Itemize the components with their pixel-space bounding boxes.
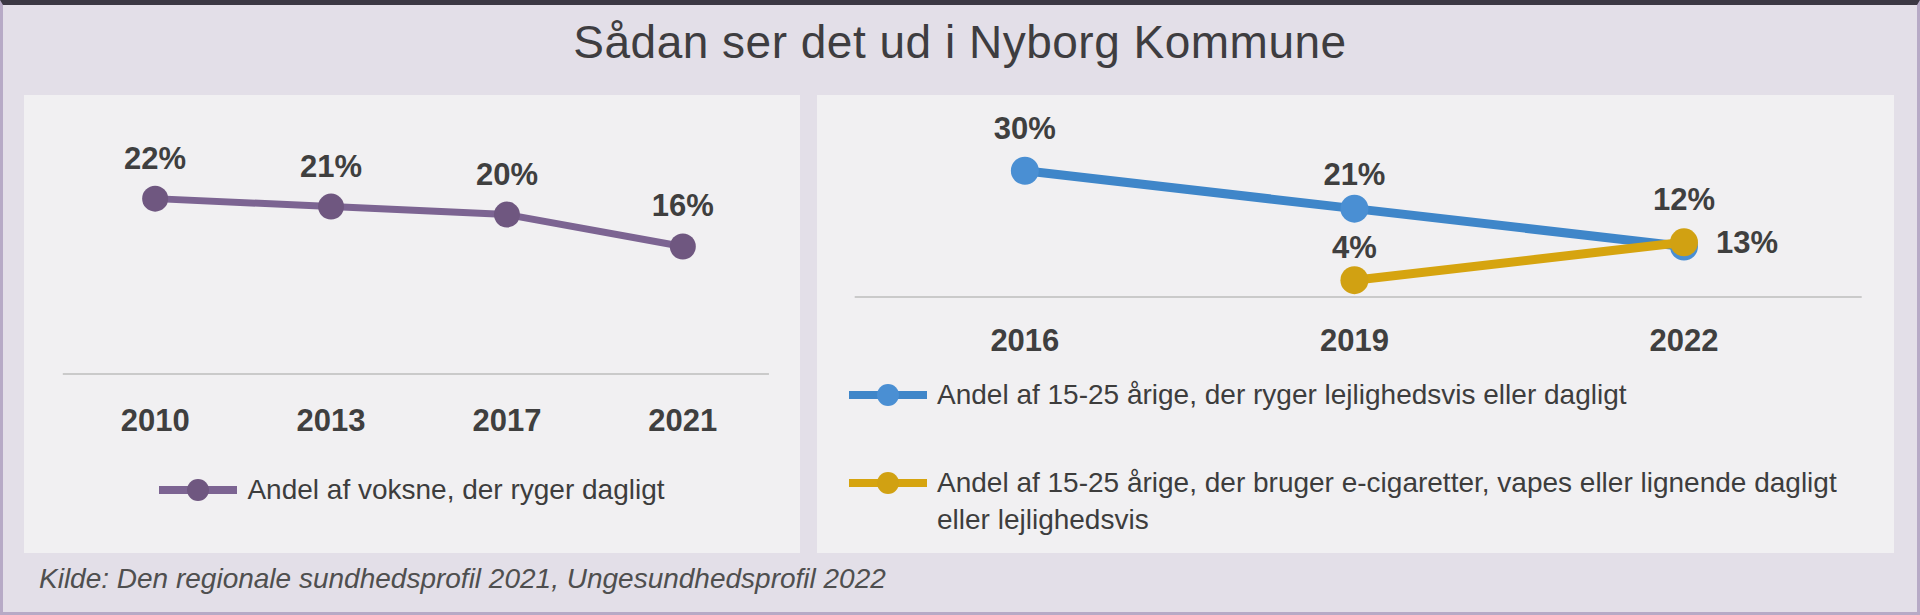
adults-smoking-chart-plot: 22% 21% 20% 16% 2010 2013 2017 2021 [24,95,800,445]
legend-label: Andel af voksne, der ryger dagligt [247,472,664,508]
data-label: 12% [1653,182,1715,217]
adults-chart-legend: Andel af voksne, der ryger dagligt [24,472,800,508]
legend-item: Andel af 15-25 årige, der ryger lejlighe… [849,377,1627,413]
data-label: 16% [652,188,714,223]
legend-line-marker-icon [159,479,237,501]
x-tick-label: 2013 [297,403,366,438]
youth-smoking-chart-plot: 30% 21% 12% 4% 13% 2016 2019 2022 [817,95,1894,365]
youth-chart-legend: Andel af 15-25 årige, der ryger lejlighe… [817,377,1894,538]
data-label: 22% [124,141,186,176]
youth-smoking-chart-panel: 30% 21% 12% 4% 13% 2016 2019 2022 Andel af 15-2… [817,95,1894,553]
data-point-marker [494,202,520,228]
legend-label: Andel af 15-25 årige, der bruger e-cigar… [937,465,1847,538]
data-point-marker [1340,266,1368,294]
data-point-marker [318,194,344,220]
legend-line-marker-icon [849,472,927,494]
data-label: 20% [476,157,538,192]
page-title: Sådan ser det ud i Nyborg Kommune [3,15,1917,69]
data-point-marker [1670,228,1698,256]
legend-item: Andel af 15-25 årige, der bruger e-cigar… [849,465,1847,538]
data-label: 21% [1323,157,1385,192]
data-point-marker [142,186,168,212]
data-label: 4% [1332,230,1377,265]
source-citation: Kilde: Den regionale sundhedsprofil 2021… [39,563,886,595]
legend-label: Andel af 15-25 årige, der ryger lejlighe… [937,377,1627,413]
infographic-frame: Sådan ser det ud i Nyborg Kommune 22% 21%… [0,0,1920,615]
data-point-marker [1340,195,1368,223]
x-tick-label: 2016 [990,323,1059,358]
data-label: 30% [994,111,1056,146]
legend-line-marker-icon [849,384,927,406]
x-tick-label: 2019 [1320,323,1389,358]
adults-smoking-chart-panel: 22% 21% 20% 16% 2010 2013 2017 2021 Andel af vo… [24,95,800,553]
series-line-0 [155,199,683,247]
series-line-1 [1354,242,1684,280]
data-point-marker [1011,157,1039,185]
data-label: 13% [1716,225,1778,260]
x-tick-label: 2021 [648,403,717,438]
x-tick-label: 2010 [121,403,190,438]
data-label: 21% [300,149,362,184]
x-tick-label: 2022 [1650,323,1719,358]
data-point-marker [670,233,696,259]
x-tick-label: 2017 [472,403,541,438]
legend-item: Andel af voksne, der ryger dagligt [159,472,664,508]
